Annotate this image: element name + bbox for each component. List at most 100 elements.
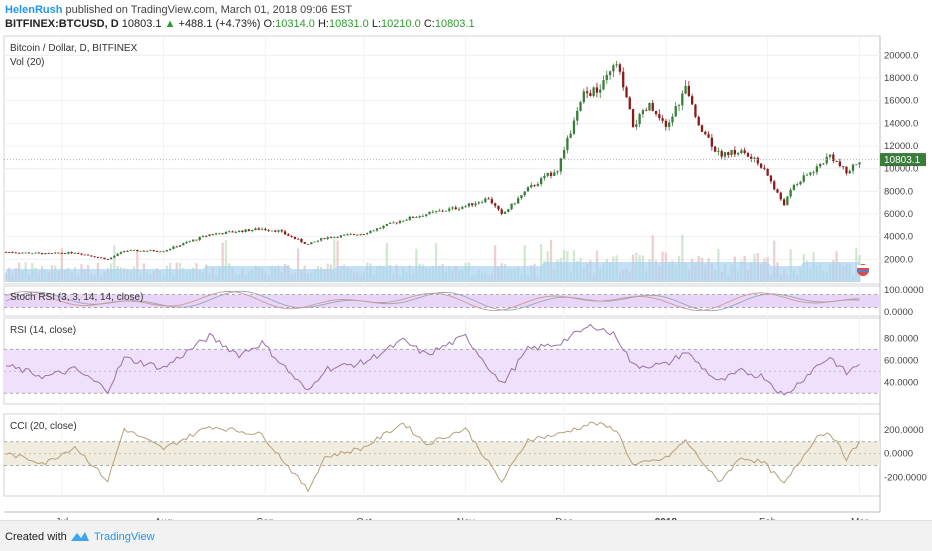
candle-body: [851, 164, 855, 171]
volume-bar: [789, 249, 792, 282]
candle-body: [825, 156, 828, 164]
candle-body: [21, 252, 24, 254]
volume-bar: [773, 240, 776, 282]
price-tick-label: 16000.0: [884, 96, 918, 107]
candle-body: [336, 236, 339, 238]
candle-body: [792, 184, 796, 190]
time-tick-label: 2018: [655, 517, 678, 520]
candle-body: [402, 220, 405, 222]
time-tick-label: Aug: [155, 517, 173, 520]
event-flag-icon[interactable]: [857, 264, 869, 276]
candle-body: [228, 231, 231, 233]
candle-body: [306, 243, 310, 245]
volume-bar: [523, 245, 526, 282]
chart-area[interactable]: 10803.1 20000.0 18000.0 16000.0 14000.0 1200…: [0, 34, 932, 520]
candle-body: [40, 253, 44, 255]
chart-header: HelenRush published on TradingView.com, …: [0, 0, 932, 34]
candle-body: [815, 166, 819, 173]
candle-body: [713, 146, 717, 152]
candle-body: [195, 239, 198, 241]
indicator-tick-label: 200.0000: [884, 425, 924, 436]
candle-body: [855, 164, 858, 166]
publish-line: HelenRush published on TradingView.com, …: [5, 4, 352, 16]
volume-bar: [221, 242, 224, 282]
candle-body: [116, 253, 119, 256]
high-value: 10831.0: [328, 18, 369, 30]
candle-body: [526, 187, 530, 192]
close-label: C:: [423, 18, 435, 30]
candle-body: [730, 149, 733, 156]
candle-body: [182, 243, 185, 246]
candle-body: [622, 71, 625, 88]
tradingview-link[interactable]: TradingView: [94, 531, 155, 543]
candle-body: [80, 253, 83, 255]
candle-body: [139, 250, 142, 252]
candle-body: [70, 252, 73, 254]
candle-body: [290, 235, 293, 237]
candle-body: [474, 203, 477, 206]
candle-body: [543, 175, 546, 179]
up-arrow-icon: ▲: [164, 18, 176, 30]
price-tick-label: 8000.0: [884, 186, 913, 197]
high-label: H:: [317, 18, 329, 30]
cci-line: [5, 421, 861, 493]
candle-body: [697, 116, 700, 126]
time-tick-label: Oct: [356, 517, 372, 520]
candle-body: [126, 250, 129, 252]
candle-body: [612, 65, 615, 72]
candle-body: [582, 91, 585, 103]
candle-body: [539, 178, 543, 185]
candle-body: [569, 133, 572, 138]
candle-body: [585, 91, 589, 94]
candle-body: [628, 97, 631, 110]
candle-body: [805, 174, 809, 176]
candle-body: [802, 175, 805, 182]
candle-body: [740, 150, 743, 154]
author-link[interactable]: HelenRush: [5, 4, 63, 16]
candle-body: [310, 242, 313, 245]
candle-body: [421, 215, 425, 217]
candle-body: [595, 87, 599, 93]
candle-body: [205, 235, 208, 237]
candle-body: [835, 161, 838, 162]
candle-body: [723, 152, 727, 157]
candle-body: [707, 134, 710, 138]
candle-body: [635, 124, 638, 128]
candle-body: [487, 198, 490, 200]
candle-body: [14, 252, 17, 254]
candle-body: [562, 150, 566, 159]
candle-body: [119, 251, 123, 254]
rsi-label: RSI (14, close): [10, 325, 76, 336]
volume-bar: [224, 240, 228, 282]
candle-body: [736, 153, 740, 155]
candle-body: [349, 234, 352, 235]
candle-body: [454, 207, 457, 210]
candle-body: [773, 181, 776, 190]
candle-body: [277, 230, 280, 232]
candle-body: [339, 235, 343, 238]
candle-body: [113, 255, 116, 258]
candle-body: [11, 252, 14, 253]
volume-bar: [549, 239, 553, 282]
candle-body: [838, 161, 842, 167]
price-change: +488.1 (+4.73%): [178, 18, 261, 30]
candle-body: [651, 102, 654, 111]
price-tick-label: 12000.0: [884, 141, 918, 152]
cci-label: CCI (20, close): [10, 421, 77, 432]
candle-body: [198, 236, 201, 240]
candle-body: [658, 114, 661, 119]
candle-body: [100, 257, 103, 259]
time-tick-label: Feb: [759, 517, 777, 520]
candle-body: [559, 158, 562, 172]
close-value: 10803.1: [434, 18, 475, 30]
candle-body: [779, 192, 782, 200]
candle-body: [359, 234, 362, 235]
candle-body: [618, 64, 622, 72]
candle-body: [448, 208, 451, 211]
candle-body: [211, 234, 214, 236]
candle-body: [17, 252, 21, 254]
candle-body: [661, 118, 664, 121]
candle-body: [605, 75, 608, 81]
candle-body: [142, 250, 146, 252]
candle-body: [86, 254, 90, 256]
